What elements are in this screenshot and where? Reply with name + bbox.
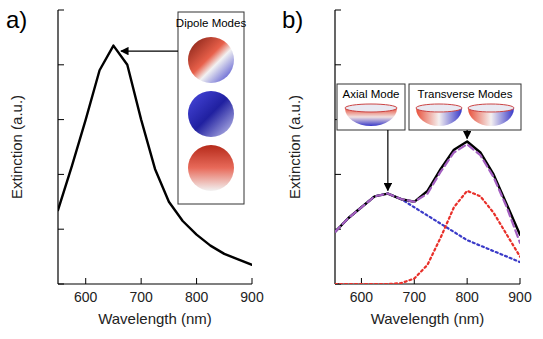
shell-rim <box>416 104 462 112</box>
panel-letter: a) <box>6 6 27 33</box>
y-tick <box>335 174 341 175</box>
x-tick <box>252 278 253 284</box>
sphere-illustration <box>188 37 234 83</box>
shell-rim <box>468 104 514 112</box>
annotation-arrow <box>121 50 178 51</box>
figure: 600 700 800 900 Wavelength (nm) Extinction (a… <box>0 0 543 339</box>
inset-box <box>178 12 244 204</box>
x-tick <box>85 278 86 284</box>
x-tick <box>467 278 468 284</box>
x-tick <box>141 278 142 284</box>
annotations: Axial Mode Transverse Modes <box>337 84 521 191</box>
y-tick <box>58 284 64 285</box>
x-axis-title: Wavelength (nm) <box>98 310 212 327</box>
annotation: Transverse Modes <box>418 88 513 100</box>
y-tick <box>58 10 64 11</box>
x-tick-label: 700 <box>403 289 427 305</box>
sphere-illustration <box>188 91 234 137</box>
x-tick <box>196 278 197 284</box>
panel: 600 700 800 900 Wavelength (nm) Extinction (a… <box>282 6 532 327</box>
sphere-illustration <box>188 145 234 191</box>
series-line <box>335 142 520 235</box>
y-tick <box>58 174 64 175</box>
annotation: Axial Mode <box>343 88 400 100</box>
x-tick-label: 600 <box>350 289 374 305</box>
inset-box <box>337 84 405 130</box>
y-axis-title: Extinction (a.u.) <box>286 95 303 199</box>
annotation-arrow <box>387 130 388 191</box>
series-line <box>335 144 520 243</box>
y-axis-title: Extinction (a.u.) <box>8 95 25 199</box>
x-axis-title: Wavelength (nm) <box>371 310 485 327</box>
y-tick <box>58 119 64 120</box>
y-tick <box>335 64 341 65</box>
x-tick-label: 600 <box>74 289 98 305</box>
annotation-arrow <box>467 130 468 139</box>
y-tick <box>58 229 64 230</box>
annotation: Dipole Modes <box>176 17 247 29</box>
x-tick-label: 700 <box>129 289 153 305</box>
x-tick-label: 900 <box>508 289 532 305</box>
y-tick <box>335 10 341 11</box>
series-line <box>335 194 520 262</box>
inset-box <box>409 84 521 130</box>
shell-rim <box>345 104 397 112</box>
panel-letter: b) <box>282 6 303 33</box>
y-axis <box>57 10 58 284</box>
x-tick-label: 900 <box>240 289 264 305</box>
x-tick-label: 800 <box>455 289 479 305</box>
plot-area <box>335 142 520 284</box>
x-tick-label: 800 <box>185 289 209 305</box>
x-tick <box>520 278 521 284</box>
y-axis <box>334 10 335 284</box>
x-axis <box>58 283 252 284</box>
annotations: Dipole Modes <box>121 12 246 204</box>
panel: 600 700 800 900 Wavelength (nm) Extinction (a… <box>6 6 264 327</box>
y-tick <box>58 64 64 65</box>
